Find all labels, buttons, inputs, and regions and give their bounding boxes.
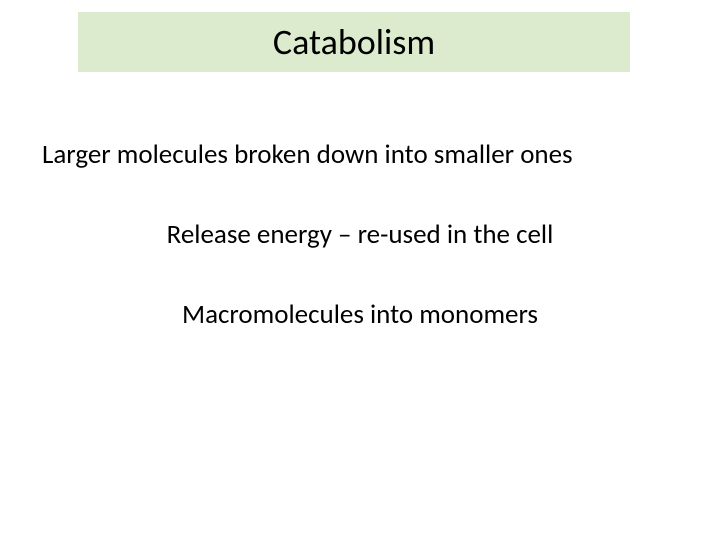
title-box: Catabolism <box>78 12 630 72</box>
body-text-line-2: Release energy – re-used in the cell <box>0 218 720 251</box>
body-text-line-1: Larger molecules broken down into smalle… <box>42 138 678 171</box>
slide-title: Catabolism <box>273 20 435 64</box>
body-text-line-3: Macromolecules into monomers <box>0 298 720 331</box>
